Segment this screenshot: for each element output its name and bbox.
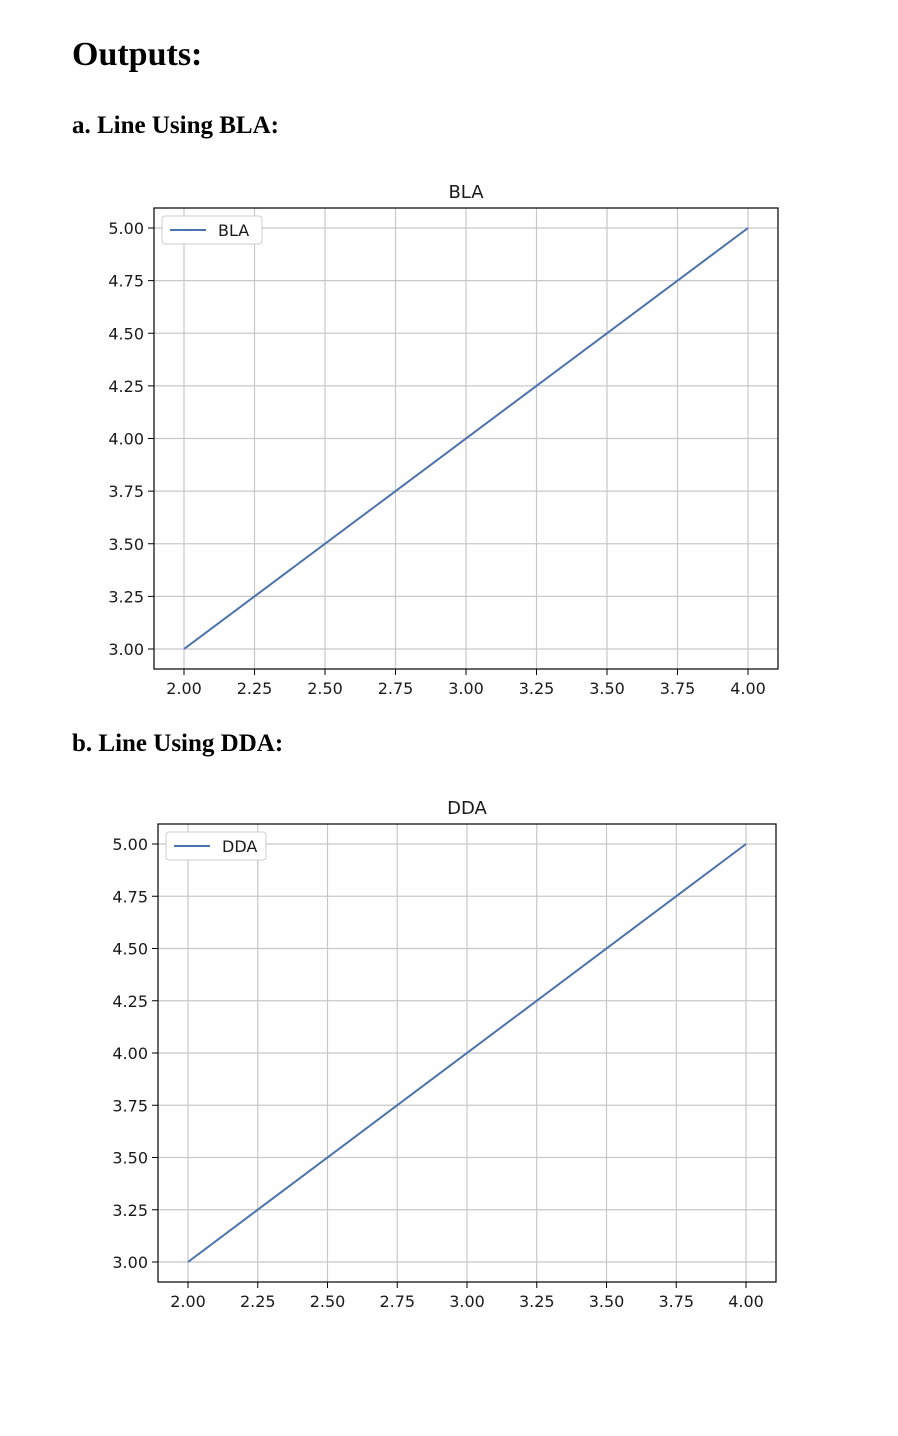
- y-tick-label: 4.00: [108, 430, 144, 449]
- y-tick-label: 3.50: [112, 1149, 148, 1168]
- x-tick-label: 2.00: [170, 1292, 206, 1311]
- page-heading: Outputs:: [72, 36, 203, 73]
- x-tick-label: 3.50: [589, 1292, 625, 1311]
- section-heading-bla: a. Line Using BLA:: [72, 112, 279, 139]
- y-tick-label: 3.00: [108, 640, 144, 659]
- bla-chart: BLA 2.00 2.25 2.50 2.75 3.00 3.25 3.50 3.75 4.00 3…: [108, 182, 779, 698]
- x-tick-label: 2.00: [166, 679, 202, 698]
- y-tick-label: 5.00: [112, 835, 148, 854]
- y-tick-label: 4.75: [108, 272, 144, 291]
- x-tick-label: 4.00: [730, 679, 766, 698]
- x-tick-label: 2.50: [307, 679, 343, 698]
- chart-title: DDA: [447, 798, 487, 819]
- y-tick-label: 4.75: [112, 887, 148, 906]
- legend: DDA: [165, 831, 267, 861]
- x-tick-label: 2.75: [378, 679, 414, 698]
- x-tick-label: 3.25: [519, 679, 555, 698]
- x-tick-label: 3.75: [660, 679, 696, 698]
- y-tick-label: 4.00: [112, 1044, 148, 1063]
- x-tick-label: 3.00: [448, 679, 484, 698]
- y-tick-label: 4.25: [108, 377, 144, 396]
- x-tick-label: 2.75: [379, 1292, 415, 1311]
- y-tick-label: 4.25: [112, 992, 148, 1011]
- x-tick-label: 3.75: [658, 1292, 694, 1311]
- y-tick-label: 3.75: [108, 482, 144, 501]
- x-tick-label: 3.00: [449, 1292, 485, 1311]
- legend-box: [165, 831, 267, 861]
- x-tick-label: 2.25: [240, 1292, 276, 1311]
- x-tick-label: 2.25: [237, 679, 273, 698]
- series-line-dda: [187, 843, 747, 1263]
- legend: BLA: [161, 215, 263, 245]
- y-tick-label: 3.25: [108, 587, 144, 606]
- x-tick-label: 3.50: [589, 679, 625, 698]
- legend-box: [161, 215, 263, 245]
- series-line-bla: [183, 227, 749, 650]
- y-tick-label: 3.00: [112, 1253, 148, 1272]
- x-tick-label: 4.00: [728, 1292, 764, 1311]
- y-tick-label: 5.00: [108, 219, 144, 238]
- legend-label: DDA: [222, 837, 257, 856]
- x-tick-label: 3.25: [519, 1292, 555, 1311]
- legend-label: BLA: [218, 221, 249, 240]
- y-tick-label: 4.50: [108, 324, 144, 343]
- y-tick-label: 3.50: [108, 535, 144, 554]
- chart-title: BLA: [448, 182, 484, 203]
- y-tick-label: 4.50: [112, 940, 148, 959]
- section-heading-dda: b. Line Using DDA:: [72, 730, 284, 757]
- y-tick-label: 3.75: [112, 1096, 148, 1115]
- x-tick-label: 2.50: [310, 1292, 346, 1311]
- dda-chart: DDA 2.00 2.25 2.50 2.75 3.00 3.25 3.50 3.75 4.00 3…: [112, 798, 777, 1311]
- y-tick-label: 3.25: [112, 1201, 148, 1220]
